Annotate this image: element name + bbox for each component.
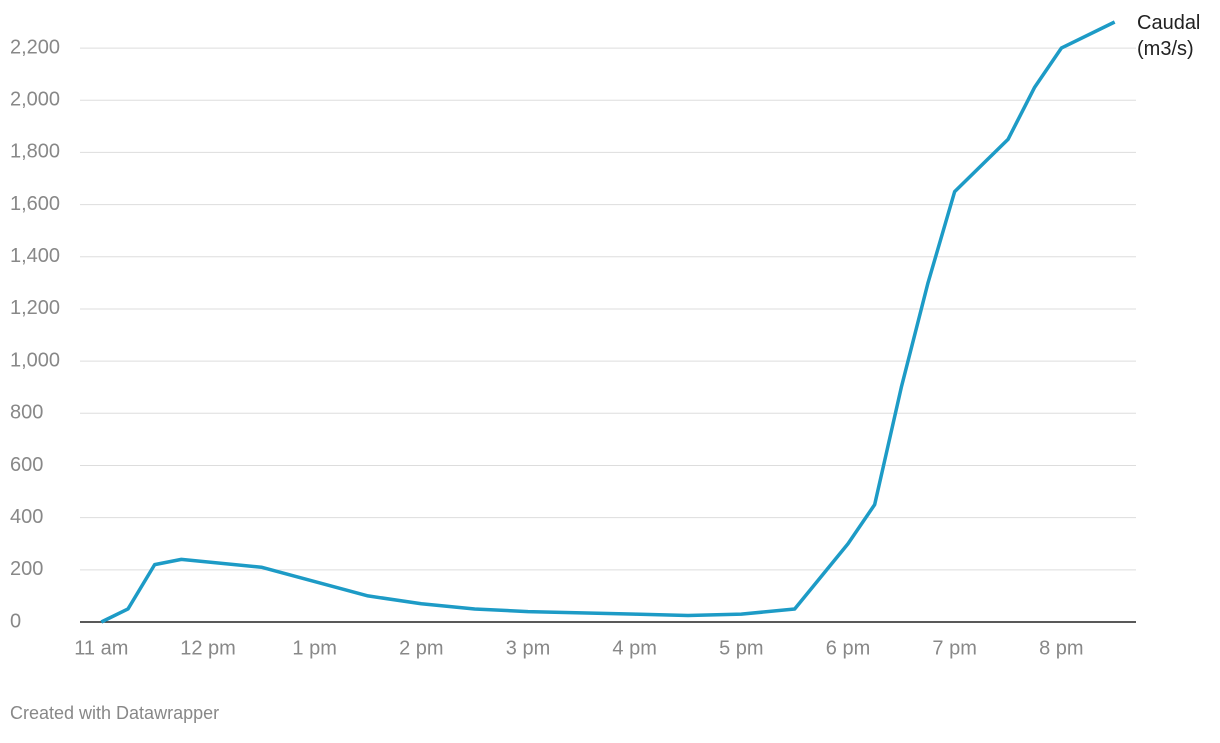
x-tick-label: 8 pm	[1039, 637, 1083, 659]
y-tick-label: 1,800	[10, 141, 60, 163]
y-tick-label: 2,200	[10, 36, 60, 58]
line	[100, 20, 1116, 624]
footer: Created with Datawrapper	[10, 703, 220, 723]
x-tick-label: 2 pm	[399, 637, 443, 659]
y-tick-label: 1,600	[10, 193, 60, 215]
x-tick-label: 1 pm	[292, 637, 336, 659]
x-tick-label: 7 pm	[932, 637, 976, 659]
x-tick-label: 6 pm	[826, 637, 870, 659]
y-tick-label: 2,000	[10, 89, 60, 111]
x-tick-label: 3 pm	[506, 637, 550, 659]
y-tick-label: 600	[10, 454, 43, 476]
y-tick-label: 200	[10, 558, 43, 580]
x-tick-label: 11 am	[74, 637, 128, 659]
series-label: Caudal (m3/s)	[1137, 12, 1201, 60]
x-tick-label: 5 pm	[719, 637, 763, 659]
x-tick-label: 12 pm	[180, 637, 236, 659]
y-tick-label: 400	[10, 506, 43, 528]
y-tick-label: 800	[10, 402, 43, 424]
y-tick-label: 1,200	[10, 297, 60, 319]
x-tick-label: 4 pm	[612, 637, 656, 659]
y-tick-label: 1,400	[10, 245, 60, 267]
y-tick-label: 1,000	[10, 349, 60, 371]
y-tick-label: 0	[10, 610, 21, 632]
